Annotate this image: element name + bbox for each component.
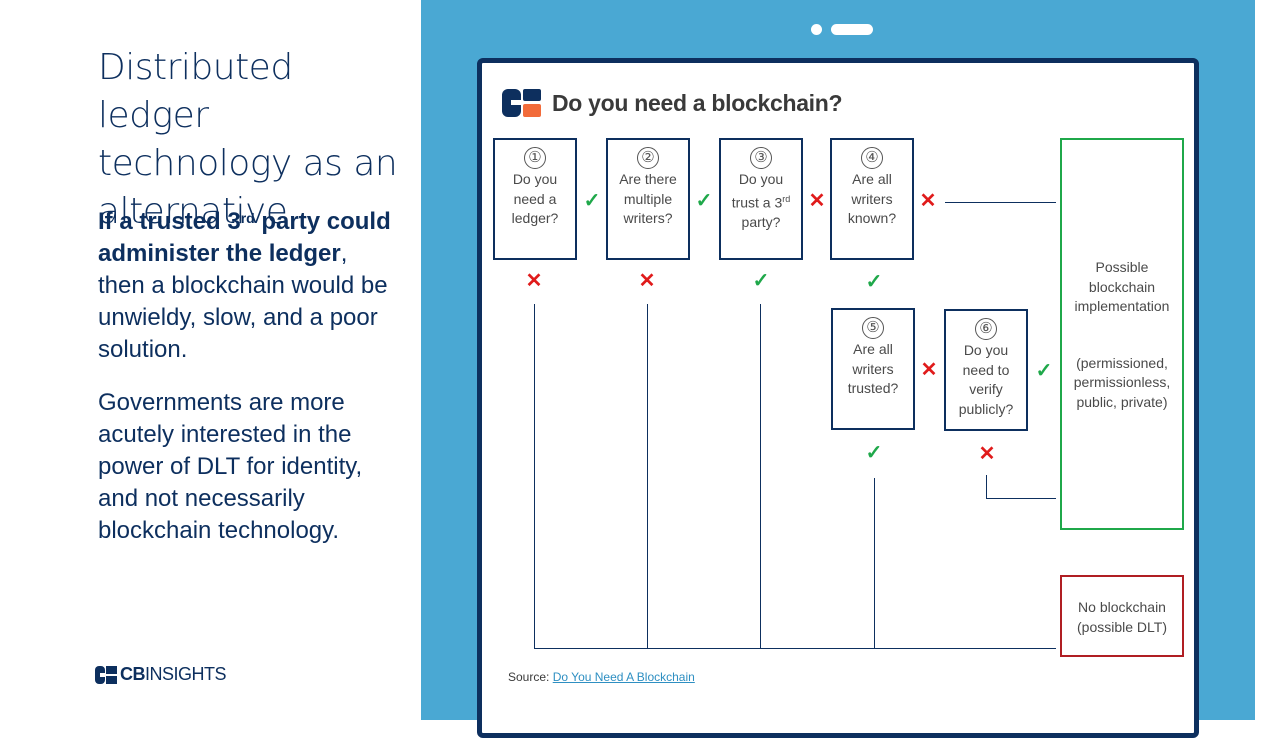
q3-no-cross-icon: ✕ [808, 190, 826, 212]
question-number-1: ① [524, 147, 546, 169]
cb-brand-icon [502, 89, 541, 117]
q2-yes-check-icon: ✓ [695, 190, 713, 212]
question-text-4: Are all writers known? [847, 171, 897, 226]
question-number-3: ③ [750, 147, 772, 169]
q2-no-cross-icon: ✕ [638, 270, 656, 292]
q4-yes-check-icon: ✓ [865, 271, 883, 293]
result-possible-blockchain-label: Possible blockchain implementation [1074, 259, 1170, 314]
paragraph-trusted-party: If a trusted 3rd party could administer … [98, 206, 398, 366]
paragraph-governments: Governments are more acutely interested … [98, 389, 363, 544]
result-no-blockchain-label: No blockchain (possible DLT) [1077, 599, 1167, 635]
question-number-6: ⑥ [975, 318, 997, 340]
question-box-2: ② Are there multiple writers? [606, 138, 690, 260]
question-text-6: Do you need to verify publicly? [958, 342, 1014, 417]
cbinsights-logo-icon [95, 665, 117, 684]
question-box-1: ① Do you need a ledger? [493, 138, 577, 260]
q3-yes-check-icon: ✓ [752, 270, 770, 292]
question-number-4: ④ [861, 147, 883, 169]
question-text-3: Do you trust a 3rd party? [731, 171, 791, 230]
paragraph-trusted-party-bold: If a trusted 3rd party could administer … [98, 208, 391, 267]
question-box-4: ④ Are all writers known? [830, 138, 914, 260]
source-label: Source: [508, 670, 550, 684]
q1-yes-check-icon: ✓ [583, 190, 601, 212]
tablet-speaker-icon [831, 24, 873, 35]
result-possible-blockchain-types: (permissioned, permissionless, public, p… [1073, 354, 1171, 410]
question-number-2: ② [637, 147, 659, 169]
q6-yes-check-icon: ✓ [1035, 360, 1053, 382]
tablet-camera-icon [811, 24, 822, 35]
question-text-5: Are all writers trusted? [847, 341, 899, 396]
cbinsights-logo-text: CBINSIGHTS [120, 664, 227, 684]
connector-q6-no [986, 475, 1056, 499]
diagram-title: Do you need a blockchain? [552, 89, 843, 116]
source-link[interactable]: Do You Need A Blockchain [552, 670, 695, 684]
flow-connectors [534, 202, 1056, 649]
q6-no-cross-icon: ✕ [978, 443, 996, 465]
q5-no-cross-icon: ✕ [920, 359, 938, 381]
result-possible-blockchain: Possible blockchain implementation (perm… [1060, 138, 1184, 530]
cbinsights-logo: CBINSIGHTS [95, 664, 227, 685]
source-note: Source: Do You Need A Blockchain [508, 670, 695, 684]
question-box-3: ③ Do you trust a 3rd party? [719, 138, 803, 260]
q5-yes-check-icon: ✓ [865, 442, 883, 464]
slide-title: Distributed ledger technology as an alte… [98, 47, 398, 232]
q4-no-cross-icon: ✕ [919, 190, 937, 212]
question-number-5: ⑤ [862, 317, 884, 339]
q1-no-cross-icon: ✕ [525, 270, 543, 292]
question-box-6: ⑥ Do you need to verify publicly? [944, 309, 1028, 431]
question-text-2: Are there multiple writers? [619, 171, 677, 226]
paragraph-trusted-party-rest: , then a blockchain would be unwieldy, s… [98, 240, 388, 363]
diagram-header: Do you need a blockchain? [502, 88, 843, 118]
question-box-5: ⑤ Are all writers trusted? [831, 308, 915, 430]
question-text-1: Do you need a ledger? [511, 171, 559, 226]
result-no-blockchain: No blockchain (possible DLT) [1060, 575, 1184, 657]
